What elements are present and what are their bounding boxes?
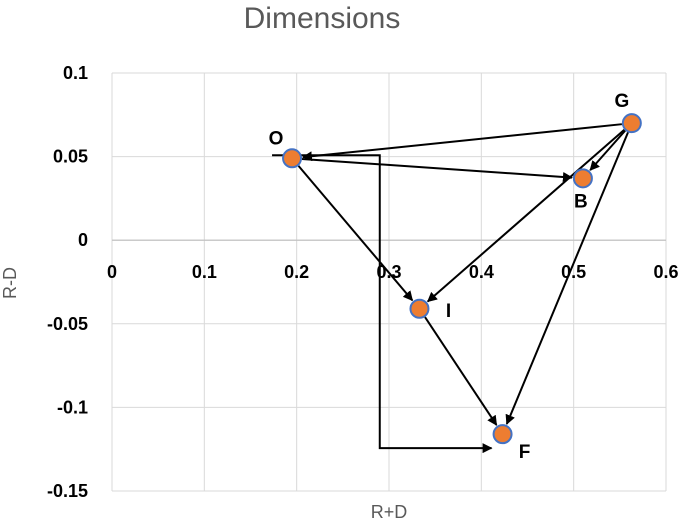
point-labels: O G B I F (269, 91, 630, 463)
y-tick-label: 0.1 (63, 63, 88, 83)
point-label-B: B (574, 191, 588, 212)
data-points (282, 113, 642, 445)
arrow-O-I (297, 165, 414, 302)
point-O (282, 148, 303, 169)
y-tick-labels: 0.1 0.05 0 -0.05 -0.1 -0.15 (47, 63, 88, 501)
point-label-I: I (446, 301, 451, 322)
chart-title: Dimensions (244, 2, 401, 35)
point-G (621, 113, 642, 134)
arrow-G-O (301, 123, 622, 162)
point-B (572, 168, 593, 189)
y-tick-label: -0.15 (47, 481, 88, 501)
y-tick-label: 0.05 (53, 147, 88, 167)
point-label-O: O (269, 128, 284, 149)
arrows (272, 123, 629, 454)
y-tick-label: -0.1 (57, 397, 88, 417)
point-label-G: G (614, 91, 629, 112)
x-tick-label: 0.4 (469, 262, 494, 282)
y-axis-title: R-D (0, 267, 20, 299)
point-label-F: F (519, 442, 531, 463)
y-tick-label: -0.05 (47, 314, 88, 334)
arrow-G-I (426, 128, 625, 303)
arrow-I-F (424, 316, 498, 426)
arrow-G-B (589, 129, 626, 171)
point-I (409, 298, 430, 319)
x-tick-labels: 00.10.20.30.40.50.6 (107, 262, 679, 282)
x-tick-label: 0 (107, 262, 117, 282)
x-tick-label: 0.6 (653, 262, 678, 282)
arrow-G-F (505, 132, 629, 425)
x-axis-title: R+D (371, 502, 408, 522)
x-tick-label: 0.1 (192, 262, 217, 282)
arrow-O-F (272, 154, 493, 454)
arrow-O-B (301, 157, 573, 182)
y-tick-label: 0 (78, 230, 88, 250)
gridlines (111, 72, 667, 492)
point-F (492, 424, 513, 445)
x-tick-label: 0.2 (284, 262, 309, 282)
